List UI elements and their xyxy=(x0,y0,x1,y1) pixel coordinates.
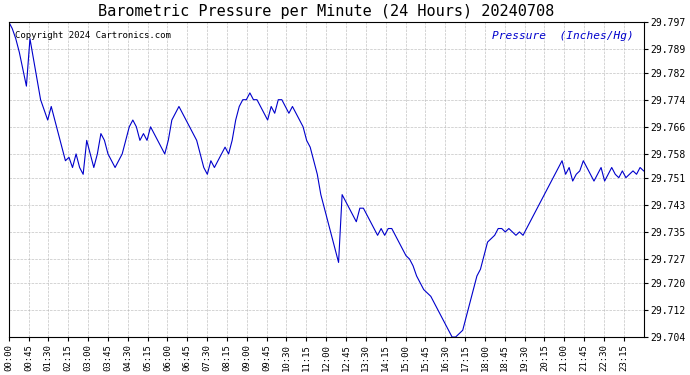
Title: Barometric Pressure per Minute (24 Hours) 20240708: Barometric Pressure per Minute (24 Hours… xyxy=(98,4,554,19)
Text: Copyright 2024 Cartronics.com: Copyright 2024 Cartronics.com xyxy=(15,31,171,40)
Text: Pressure  (Inches/Hg): Pressure (Inches/Hg) xyxy=(493,31,634,41)
